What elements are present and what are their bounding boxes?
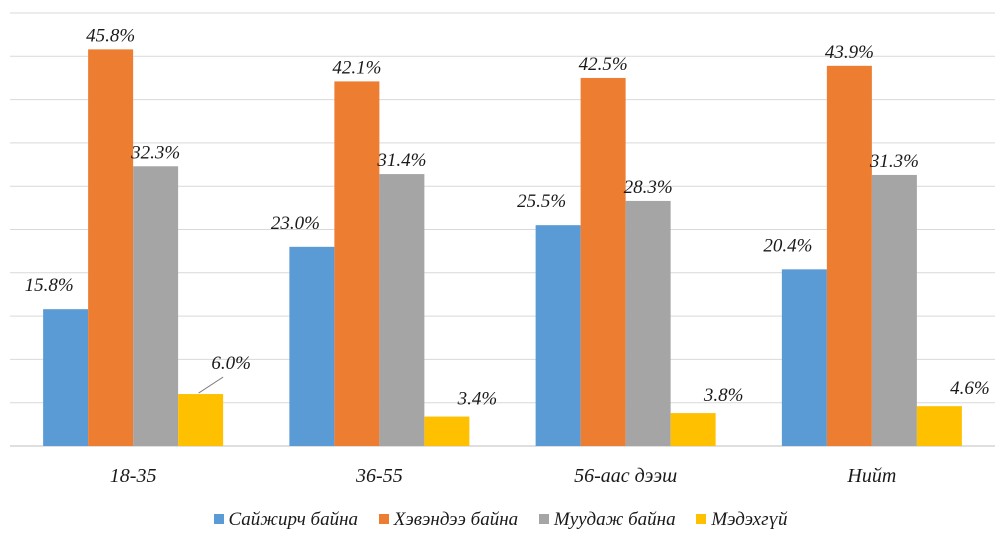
bar [133, 166, 179, 447]
data-label: 20.4% [763, 235, 812, 256]
bar [871, 174, 917, 446]
data-label: 42.1% [332, 57, 381, 78]
data-label: 43.9% [825, 42, 874, 63]
bar [670, 413, 716, 446]
legend-swatch [538, 514, 549, 524]
category-label: Нийт [846, 465, 896, 487]
data-label: 31.4% [376, 150, 426, 171]
bar [625, 200, 671, 446]
category-label: 18-35 [110, 465, 157, 487]
category-labels: 18-35 36-55 56-аас дээш Нийт [110, 465, 897, 487]
legend-label: Мэдэхгүй [711, 509, 788, 530]
bar [334, 81, 380, 446]
bar [43, 309, 89, 446]
bar [535, 225, 581, 446]
data-label: 31.3% [869, 151, 919, 172]
bar [424, 416, 470, 446]
bars [43, 49, 962, 447]
data-label: 3.8% [703, 385, 744, 406]
data-label: 25.5% [517, 191, 566, 212]
category-label: 56-аас дээш [574, 465, 677, 487]
legend-label: Сайжирч байна [228, 509, 359, 530]
legend-item-improving: Сайжирч байна [213, 509, 359, 531]
bar [178, 394, 224, 446]
legend-item-worsening: Муудаж байна [538, 509, 676, 531]
legend-item-dont-know: Мэдэхгүй [696, 509, 788, 531]
data-label: 28.3% [624, 177, 673, 198]
data-label: 3.4% [457, 389, 498, 410]
bar [580, 77, 626, 446]
legend-label: Муудаж байна [553, 509, 676, 530]
bar [781, 269, 827, 446]
legend: Сайжирч байна Хэвэндээ байна Муудаж байн… [0, 509, 1001, 531]
legend-swatch [378, 514, 389, 524]
legend-label: Хэвэндээ байна [393, 509, 519, 530]
data-labels: 15.8% 45.8% 32.3% 6.0% 23.0% 42.1% 31.4% 3.4% 25… [25, 25, 990, 409]
leader-lines [198, 376, 224, 394]
data-label: 23.0% [271, 213, 320, 234]
data-label: 6.0% [211, 353, 251, 374]
category-label: 36-55 [355, 465, 403, 487]
data-label: 32.3% [130, 142, 180, 163]
legend-swatch [213, 514, 224, 524]
bar-chart: 15.8% 45.8% 32.3% 6.0% 23.0% 42.1% 31.4% 3.4% 25… [10, 12, 995, 487]
bar [289, 246, 335, 446]
leader-line [198, 376, 224, 394]
bar [916, 406, 962, 446]
legend-swatch [696, 514, 707, 524]
bar [379, 174, 425, 447]
data-label: 42.5% [579, 54, 628, 75]
data-label: 4.6% [950, 378, 990, 399]
bar [88, 49, 134, 446]
data-label: 45.8% [86, 25, 135, 46]
bar [826, 65, 872, 447]
legend-item-unchanged: Хэвэндээ байна [378, 509, 519, 531]
data-label: 15.8% [25, 275, 74, 296]
